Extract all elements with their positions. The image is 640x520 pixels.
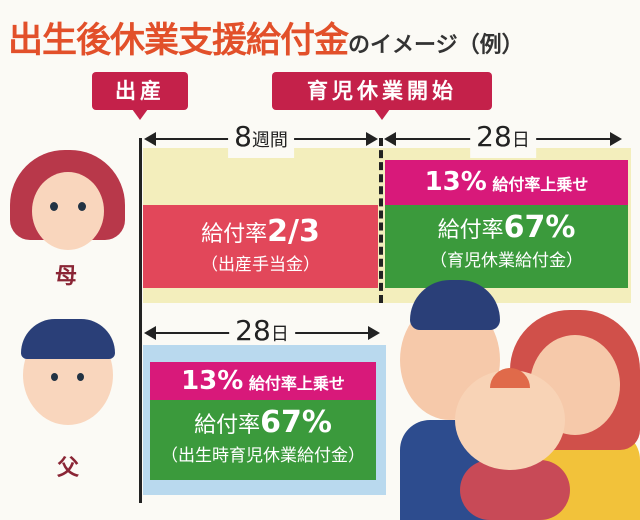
- mother-bonus-block: 13% 給付率上乗せ: [385, 160, 628, 205]
- mother-label: 母: [55, 264, 78, 289]
- mother-avatar: [10, 150, 125, 260]
- birth-marker: 出産: [92, 72, 188, 120]
- father-bonus-block: 13% 給付率上乗せ: [150, 362, 376, 400]
- mother-28day-arrow: 28日: [384, 120, 622, 158]
- father-avatar: [15, 315, 120, 435]
- maternity-benefit-block: 給付率2/3 （出産手当金）: [143, 205, 378, 288]
- leave-start-line: [379, 138, 383, 303]
- mother-leave-benefit-block: 給付率67% （育児休業給付金）: [385, 205, 628, 288]
- page-title: 出生後休業支援給付金のイメージ（例）: [8, 21, 524, 61]
- father-28day-arrow: 28日: [144, 314, 380, 352]
- leave-start-marker: 育児休業開始: [272, 72, 492, 120]
- father-benefit-block: 給付率67% （出生時育児休業給付金）: [150, 400, 376, 480]
- mother-8week-arrow: 8週間: [144, 120, 378, 158]
- father-label: 父: [57, 456, 80, 481]
- birth-line: [139, 138, 142, 503]
- family-illustration: [390, 280, 640, 520]
